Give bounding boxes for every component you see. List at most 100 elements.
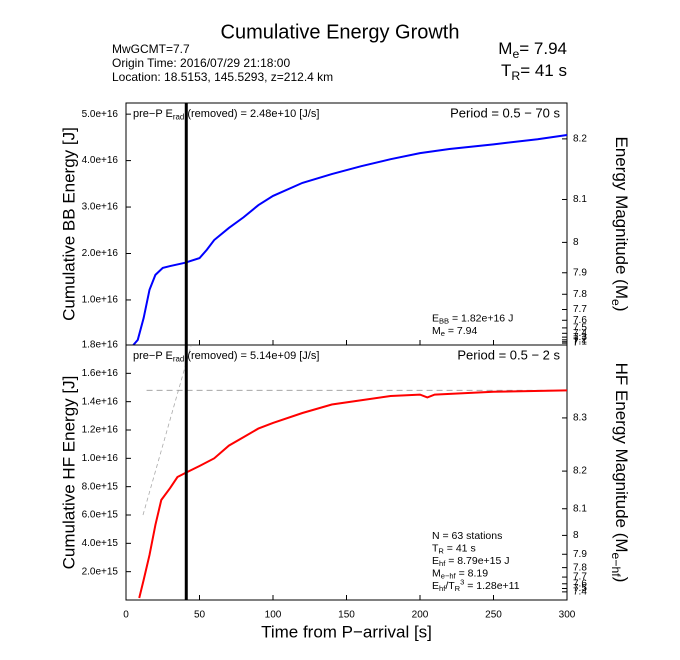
x-axis-label: Time from P−arrival [s] <box>261 622 432 641</box>
text-part: rad <box>173 112 184 121</box>
extrapolation-line <box>142 345 192 516</box>
text-part: R <box>455 584 461 593</box>
note: Me−hf = 8.19 <box>432 567 488 580</box>
y-tick-label: 4.0e+16 <box>82 155 119 166</box>
y2-tick-label: 8 <box>573 530 579 541</box>
text-part: R <box>511 69 520 83</box>
note: Ehf/TR3 = 1.28e+11 <box>432 577 520 593</box>
text-part: E <box>432 580 439 592</box>
x-tick-label: 200 <box>412 610 429 621</box>
y-axis-bottom-label: 1.8e+16 <box>82 340 119 351</box>
text-part: pre−P E <box>133 350 173 362</box>
x-tick-label: 100 <box>265 610 282 621</box>
y2-tick-label: 7 <box>573 338 579 349</box>
y2-tick-label: 7.3 <box>573 332 587 343</box>
y-tick-label: 2.0e+15 <box>82 566 119 577</box>
y-tick-label: 1.6e+16 <box>82 368 119 379</box>
y2-tick-label: 7.9 <box>573 267 587 278</box>
y2-tick-label: 8.1 <box>573 503 587 514</box>
magnitude-label: Me= 7.94 <box>498 39 567 61</box>
info-line: MwGCMT=7.7 <box>112 42 190 56</box>
text-part: = 7.94 <box>445 325 478 337</box>
note: Ehf = 8.79e+15 J <box>432 555 510 568</box>
y-tick-label: 3.0e+16 <box>82 202 119 213</box>
text-part: 3 <box>460 577 464 586</box>
y2-tick-label: 7.4 <box>573 328 587 339</box>
y-axis-label: Cumulative BB Energy [J] <box>59 127 78 321</box>
y2-tick-label: 7.6 <box>573 578 587 589</box>
text-part: M <box>432 325 441 337</box>
y2-tick-label: 7.1 <box>573 336 587 347</box>
text-part: = 7.94 <box>519 39 567 58</box>
y2-axis-label: Energy Magnitude (Me) <box>609 136 631 311</box>
y2-tick-label: 7.5 <box>573 583 587 594</box>
y2-tick-label: 8.2 <box>573 466 587 477</box>
text-part: e−hf <box>609 553 623 578</box>
text-part: ) <box>612 577 631 583</box>
y-tick-label: 1.0e+16 <box>82 453 119 464</box>
text-part: E <box>432 555 439 567</box>
text-part: M <box>432 567 441 579</box>
y2-tick-label: 7.9 <box>573 549 587 560</box>
y2-tick-label: 7.7 <box>573 572 587 583</box>
y2-axis-label: HF Energy Magnitude (Me−hf) <box>609 363 631 583</box>
y-tick-label: 8.0e+15 <box>82 481 119 492</box>
y-axis-label: Cumulative HF Energy [J] <box>59 376 78 570</box>
text-part: T <box>501 61 511 80</box>
text-part: = 8.19 <box>456 567 489 579</box>
y-tick-label: 4.0e+15 <box>82 538 119 549</box>
y2-tick-label: 7.8 <box>573 289 587 300</box>
text-part: R <box>438 547 444 556</box>
y2-tick-label: 7.2 <box>573 334 587 345</box>
data-line <box>138 389 568 599</box>
y2-tick-label: 7.4 <box>573 587 587 598</box>
text-part: = 41 s <box>520 61 567 80</box>
note: EBB = 1.82e+16 J <box>432 312 513 325</box>
note: N = 63 stations <box>432 530 502 542</box>
text-part: e <box>609 299 623 306</box>
data-line <box>132 134 568 346</box>
text-part: e <box>512 47 519 61</box>
y2-tick-label: 8.1 <box>573 194 587 205</box>
text-part: BB <box>439 317 449 326</box>
x-tick-label: 300 <box>559 610 576 621</box>
text-part: rad <box>173 354 184 363</box>
text-part: = 1.82e+16 J <box>449 312 513 324</box>
text-part: = 1.28e+11 <box>464 580 519 592</box>
info-line: Location: 18.5153, 145.5293, z=212.4 km <box>112 70 333 84</box>
text-part: T <box>432 542 439 554</box>
info-line: Origin Time: 2016/07/29 21:18:00 <box>112 56 290 70</box>
y2-tick-label: 7.5 <box>573 323 587 334</box>
period-label: Period = 0.5 − 70 s <box>450 105 560 120</box>
x-tick-label: 50 <box>194 610 206 621</box>
y-tick-label: 1.2e+16 <box>82 425 119 436</box>
y-tick-label: 5.0e+16 <box>82 109 119 120</box>
x-tick-label: 250 <box>485 610 502 621</box>
y2-tick-label: 8.3 <box>573 413 587 424</box>
text-part: M <box>498 39 512 58</box>
text-part: e−hf <box>441 572 457 581</box>
period-label: Period = 0.5 − 2 s <box>457 347 560 362</box>
note: TR = 41 s <box>432 542 476 555</box>
x-tick-label: 150 <box>338 610 355 621</box>
text-part: N = 63 stations <box>432 530 502 542</box>
chart-title: Cumulative Energy Growth <box>221 21 460 43</box>
text-part: ) <box>612 306 631 312</box>
pre-p-label: pre−P Erad (removed) = 5.14e+09 [J/s] <box>133 350 319 363</box>
y-tick-label: 1.0e+16 <box>82 295 119 306</box>
text-part: = 8.79e+15 J <box>445 555 509 567</box>
text-part: hf <box>439 584 446 593</box>
text-part: (removed) = 2.48e+10 [J/s] <box>184 108 319 120</box>
y2-tick-label: 7.6 <box>573 315 587 326</box>
y-tick-label: 1.4e+16 <box>82 396 119 407</box>
text-part: (removed) = 5.14e+09 [J/s] <box>184 350 319 362</box>
y2-tick-label: 8.2 <box>573 134 587 145</box>
text-part: e <box>441 329 445 338</box>
text-part: E <box>432 312 439 324</box>
text-part: hf <box>439 559 446 568</box>
y2-tick-label: 7.7 <box>573 304 587 315</box>
text-part: HF Energy Magnitude (M <box>612 363 631 553</box>
pre-p-label: pre−P Erad (removed) = 2.48e+10 [J/s] <box>133 108 319 121</box>
text-part: pre−P E <box>133 108 173 120</box>
